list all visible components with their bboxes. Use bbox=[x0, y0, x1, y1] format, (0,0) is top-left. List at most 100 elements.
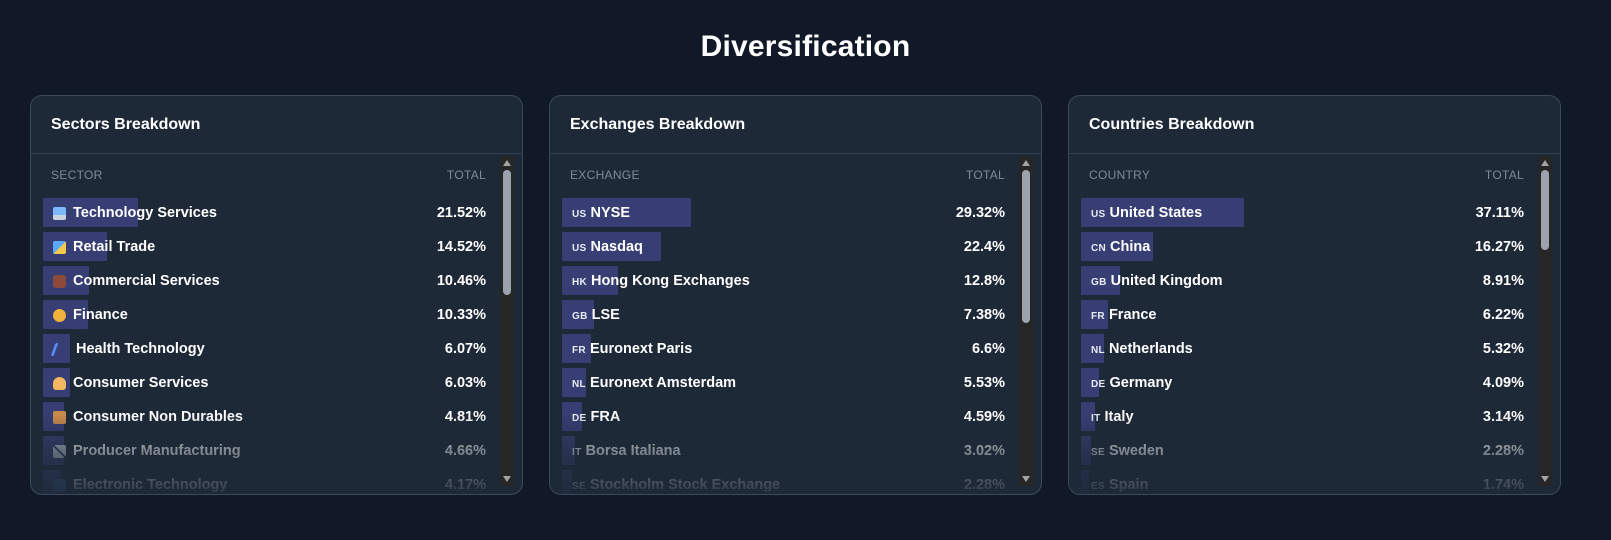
row-label-text: Germany bbox=[1109, 375, 1173, 391]
row-label-text: Sweden bbox=[1108, 443, 1164, 459]
row-label-text: China bbox=[1110, 239, 1151, 255]
table-row[interactable]: US United States 37.11% bbox=[1081, 196, 1524, 230]
row-label: FR Euronext Paris bbox=[562, 341, 692, 357]
row-label: Consumer Non Durables bbox=[43, 409, 243, 425]
row-value: 16.27% bbox=[1474, 239, 1524, 255]
panel-body[interactable]: SECTOR TOTAL Technology Services 21.52% Re… bbox=[31, 154, 522, 494]
column-headers: EXCHANGE TOTAL bbox=[570, 168, 1005, 182]
country-code: HK bbox=[572, 276, 588, 288]
table-row[interactable]: CN China 16.27% bbox=[1081, 230, 1524, 264]
table-row[interactable]: IT Italy 3.14% bbox=[1081, 400, 1524, 434]
row-label: IT Borsa Italiana bbox=[562, 443, 681, 459]
table-row[interactable]: HK Hong Kong Exchanges 12.8% bbox=[562, 264, 1005, 298]
scroll-up-arrow-icon[interactable] bbox=[503, 160, 511, 166]
row-value: 21.52% bbox=[436, 205, 486, 221]
table-row[interactable]: Commercial Services 10.46% bbox=[43, 264, 486, 298]
table-row[interactable]: Technology Services 21.52% bbox=[43, 196, 486, 230]
row-value: 4.59% bbox=[963, 409, 1005, 425]
table-row[interactable]: NL Euronext Amsterdam 5.53% bbox=[562, 366, 1005, 400]
table-row[interactable]: US NYSE 29.32% bbox=[562, 196, 1005, 230]
column-header-total[interactable]: TOTAL bbox=[1484, 168, 1524, 182]
row-label-text: United States bbox=[1109, 205, 1203, 221]
scroll-down-arrow-icon[interactable] bbox=[1022, 476, 1030, 482]
table-row[interactable]: Electronic Technology 4.17% bbox=[43, 468, 486, 494]
table-row[interactable]: NL Netherlands 5.32% bbox=[1081, 332, 1524, 366]
table-row[interactable]: SE Sweden 2.28% bbox=[1081, 434, 1524, 468]
countries-panel: Countries Breakdown COUNTRY TOTAL US Unit… bbox=[1068, 95, 1561, 495]
percentage-bar bbox=[1081, 198, 1244, 227]
table-row[interactable]: Health Technology 6.07% bbox=[43, 332, 486, 366]
country-code: US bbox=[572, 242, 587, 254]
row-label-text: NYSE bbox=[590, 205, 631, 221]
row-label: Commercial Services bbox=[43, 273, 220, 289]
table-row[interactable]: FR Euronext Paris 6.6% bbox=[562, 332, 1005, 366]
row-label-text: Hong Kong Exchanges bbox=[591, 273, 750, 289]
percentage-bar bbox=[1081, 368, 1099, 397]
package-icon bbox=[53, 410, 66, 424]
percentage-bar bbox=[562, 232, 661, 261]
scrollbar[interactable] bbox=[1538, 156, 1552, 486]
table-row[interactable]: DE Germany 4.09% bbox=[1081, 366, 1524, 400]
country-code: GB bbox=[572, 310, 588, 322]
column-header-label[interactable]: EXCHANGE bbox=[570, 168, 640, 182]
scroll-up-arrow-icon[interactable] bbox=[1022, 160, 1030, 166]
row-label: Finance bbox=[43, 307, 128, 323]
panel-body[interactable]: COUNTRY TOTAL US United States 37.11% CN Chi… bbox=[1069, 154, 1560, 494]
country-code: IT bbox=[1091, 412, 1101, 424]
row-value: 22.4% bbox=[963, 239, 1005, 255]
row-label: Technology Services bbox=[43, 205, 217, 221]
percentage-bar bbox=[562, 334, 591, 363]
table-row[interactable]: ES Spain 1.74% bbox=[1081, 468, 1524, 494]
row-label-text: FRA bbox=[590, 409, 621, 425]
sectors-panel: Sectors Breakdown SECTOR TOTAL Technolog… bbox=[30, 95, 523, 495]
table-row[interactable]: GB United Kingdom 8.91% bbox=[1081, 264, 1524, 298]
table-row[interactable]: Consumer Services 6.03% bbox=[43, 366, 486, 400]
country-code: DE bbox=[1091, 378, 1106, 390]
country-code: FR bbox=[1091, 310, 1105, 322]
table-row[interactable]: Retail Trade 14.52% bbox=[43, 230, 486, 264]
scrollbar-thumb[interactable] bbox=[1022, 170, 1030, 323]
row-value: 8.91% bbox=[1482, 273, 1524, 289]
scroll-up-arrow-icon[interactable] bbox=[1541, 160, 1549, 166]
row-value: 29.32% bbox=[955, 205, 1005, 221]
scroll-down-arrow-icon[interactable] bbox=[1541, 476, 1549, 482]
panel-title: Countries Breakdown bbox=[1069, 96, 1560, 154]
row-label-text: United Kingdom bbox=[1110, 273, 1223, 289]
rows-list: US United States 37.11% CN China 16.27% GB Unit… bbox=[1081, 196, 1524, 494]
row-label-text: France bbox=[1108, 307, 1157, 323]
row-label: HK Hong Kong Exchanges bbox=[562, 273, 750, 289]
scrollbar-thumb[interactable] bbox=[1541, 170, 1549, 250]
row-value: 10.46% bbox=[436, 273, 486, 289]
column-header-total[interactable]: TOTAL bbox=[446, 168, 486, 182]
table-row[interactable]: SE Stockholm Stock Exchange 2.28% bbox=[562, 468, 1005, 494]
scrollbar[interactable] bbox=[1019, 156, 1033, 486]
panel-body[interactable]: EXCHANGE TOTAL US NYSE 29.32% US Nasdaq 22.4%… bbox=[550, 154, 1041, 494]
scrollbar[interactable] bbox=[500, 156, 514, 486]
percentage-bar bbox=[562, 198, 691, 227]
country-code: SE bbox=[572, 480, 586, 492]
country-code: CN bbox=[1091, 242, 1107, 254]
row-label-text: LSE bbox=[591, 307, 620, 323]
row-label: ES Spain bbox=[1081, 477, 1148, 493]
table-row[interactable]: Producer Manufacturing 4.66% bbox=[43, 434, 486, 468]
table-row[interactable]: US Nasdaq 22.4% bbox=[562, 230, 1005, 264]
table-row[interactable]: FR France 6.22% bbox=[1081, 298, 1524, 332]
table-row[interactable]: Consumer Non Durables 4.81% bbox=[43, 400, 486, 434]
row-label: GB United Kingdom bbox=[1081, 273, 1223, 289]
scrollbar-thumb[interactable] bbox=[503, 170, 511, 295]
row-value: 4.17% bbox=[444, 477, 486, 493]
row-label-text: Health Technology bbox=[76, 341, 205, 357]
scroll-down-arrow-icon[interactable] bbox=[503, 476, 511, 482]
money-bag-icon bbox=[53, 308, 66, 322]
row-value: 6.03% bbox=[444, 375, 486, 391]
column-header-total[interactable]: TOTAL bbox=[965, 168, 1005, 182]
percentage-bar bbox=[1081, 334, 1104, 363]
row-label: Retail Trade bbox=[43, 239, 155, 255]
column-header-label[interactable]: COUNTRY bbox=[1089, 168, 1151, 182]
table-row[interactable]: IT Borsa Italiana 3.02% bbox=[562, 434, 1005, 468]
table-row[interactable]: GB LSE 7.38% bbox=[562, 298, 1005, 332]
row-label: SE Stockholm Stock Exchange bbox=[562, 477, 780, 493]
table-row[interactable]: DE FRA 4.59% bbox=[562, 400, 1005, 434]
table-row[interactable]: Finance 10.33% bbox=[43, 298, 486, 332]
column-header-label[interactable]: SECTOR bbox=[51, 168, 103, 182]
